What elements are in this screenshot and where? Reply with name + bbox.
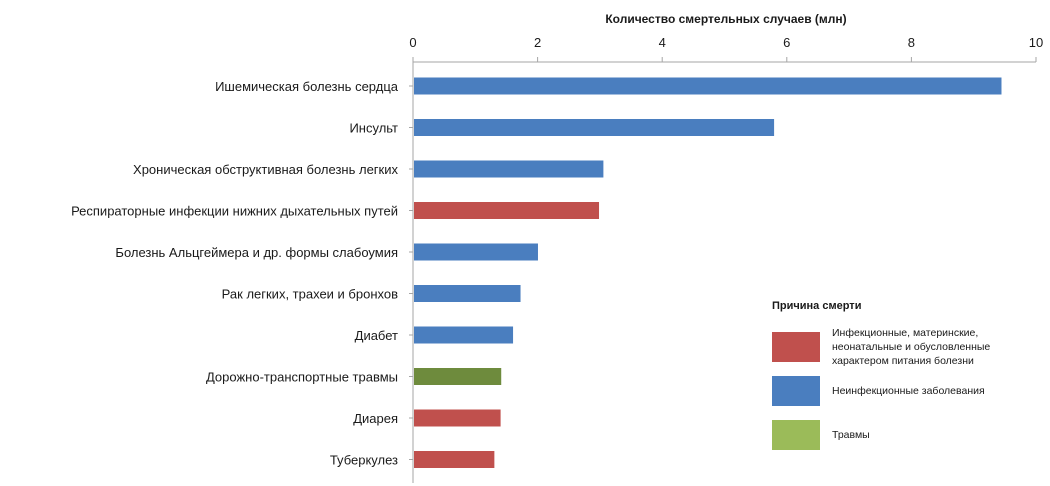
legend-item-infectious: Инфекционные, материнские, неонатальные … — [772, 327, 1042, 367]
x-tick-label: 8 — [908, 35, 915, 50]
category-label: Респираторные инфекции нижних дыхательны… — [71, 204, 398, 219]
category-label: Диарея — [353, 411, 398, 426]
bar — [414, 368, 502, 385]
bar — [414, 119, 775, 136]
bar — [414, 409, 501, 427]
legend-swatch — [772, 332, 820, 362]
category-label: Ишемическая болезнь сердца — [215, 79, 399, 94]
category-label: Дорожно-транспортные травмы — [206, 370, 398, 385]
legend: Причина смерти Инфекционные, материнские… — [772, 300, 1042, 462]
legend-item-noncommunicable: Неинфекционные заболевания — [772, 374, 1042, 408]
x-tick-label: 4 — [659, 35, 666, 50]
legend-swatch — [772, 420, 820, 450]
legend-label: Инфекционные, материнские, неонатальные … — [832, 327, 991, 367]
bars — [414, 77, 1002, 468]
legend-label: Неинфекционные заболевания — [832, 385, 985, 397]
bar — [414, 326, 514, 344]
legend-swatch — [772, 376, 820, 406]
legend-title: Причина смерти — [772, 300, 862, 312]
bar — [414, 160, 604, 178]
x-tick-label: 0 — [409, 35, 416, 50]
category-label: Инсульт — [349, 121, 398, 136]
x-tick-label: 2 — [534, 35, 541, 50]
category-label: Болезнь Альцгеймера и др. формы слабоуми… — [115, 245, 398, 260]
x-axis: 0 2 4 6 8 10 — [409, 35, 1043, 483]
x-tick-label: 6 — [783, 35, 790, 50]
bar — [414, 202, 600, 219]
bar — [414, 77, 1002, 95]
x-tick-label: 10 — [1029, 35, 1043, 50]
bar — [414, 243, 538, 261]
x-axis-title: Количество смертельных случаев (млн) — [605, 12, 846, 26]
category-label: Диабет — [355, 328, 398, 343]
bar — [414, 451, 495, 468]
bar — [414, 285, 521, 302]
category-label: Рак легких, трахеи и бронхов — [222, 287, 398, 302]
legend-item-injuries: Травмы — [772, 418, 1042, 452]
category-label: Туберкулез — [330, 453, 398, 468]
legend-label: Травмы — [832, 429, 870, 441]
category-label: Хроническая обструктивная болезнь легких — [133, 162, 398, 177]
category-labels: Ишемическая болезнь сердца Инсульт Хрониче… — [71, 79, 399, 468]
